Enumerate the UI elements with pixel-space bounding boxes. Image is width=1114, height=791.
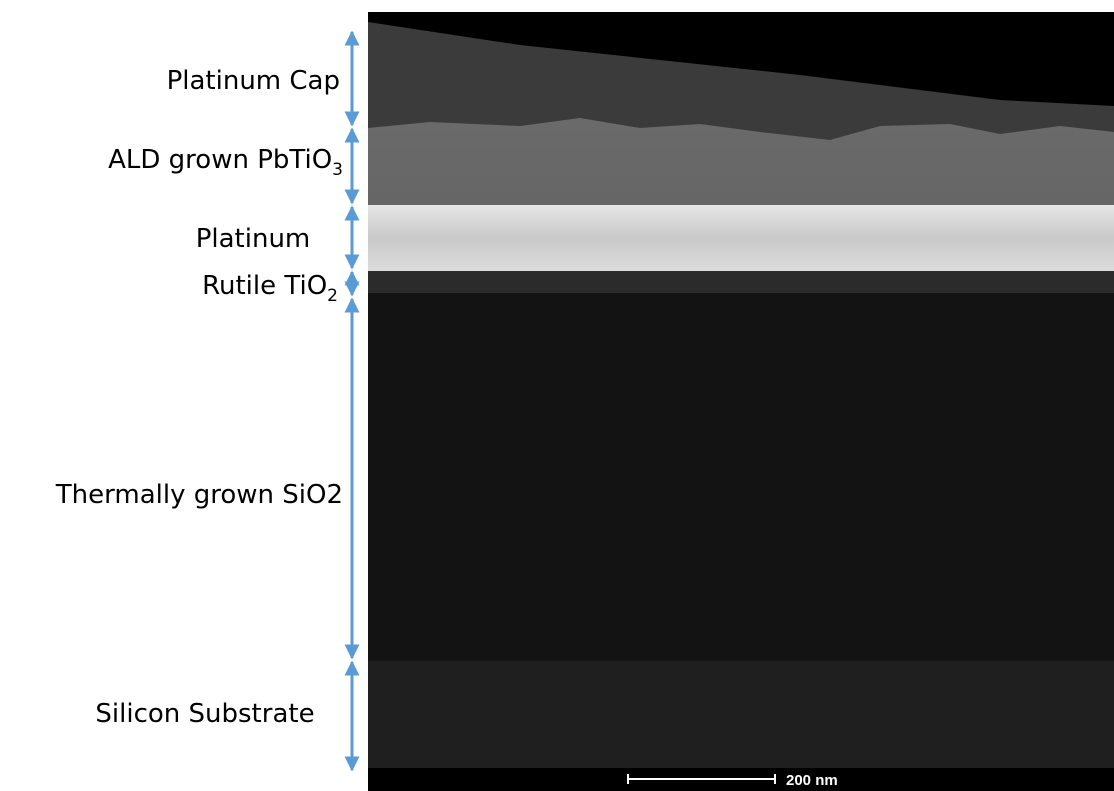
layer-label: Rutile TiO2 [202, 271, 338, 306]
rutile-layer [368, 271, 1114, 305]
layer-label: Thermally grown SiO2 [55, 480, 343, 510]
sio2-layer [368, 293, 1114, 661]
layer-label: Silicon Substrate [95, 699, 314, 729]
platinum-layer [368, 205, 1114, 271]
silicon-layer [368, 661, 1114, 768]
label-text: ALD grown PbTiO [108, 145, 332, 175]
labels: Platinum Cap ALD grown PbTiO3 Platinum R… [55, 66, 343, 729]
layer-label: Platinum Cap [167, 66, 340, 96]
micrograph: 200 nm [368, 12, 1114, 791]
layer-label: Platinum [196, 224, 311, 254]
layer-label: ALD grown PbTiO3 [108, 145, 343, 180]
scale-bar-label: 200 nm [786, 772, 838, 789]
label-subscript: 2 [327, 286, 338, 306]
label-text: Rutile TiO [202, 271, 327, 301]
label-subscript: 3 [332, 160, 343, 180]
